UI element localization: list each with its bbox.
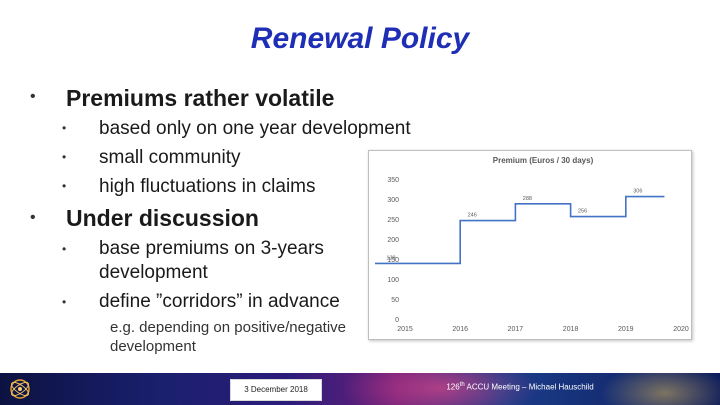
premium-step-line [375, 195, 665, 265]
x-tick-label: 2015 [397, 326, 413, 333]
data-label: 246 [468, 213, 477, 219]
x-tick-label: 2020 [673, 326, 689, 333]
data-label: 256 [578, 209, 587, 215]
accu-logo-icon [10, 379, 30, 399]
y-tick-label: 300 [387, 197, 399, 204]
sub-bullet-high-fluctuations: high fluctuations in claims [99, 176, 316, 197]
x-tick-label: 2019 [618, 326, 634, 333]
bullet-marker: • [62, 179, 67, 193]
y-tick-label: 350 [387, 177, 399, 184]
y-tick-label: 0 [395, 317, 399, 324]
meeting-title: ACCU Meeting – Michael Hauschild [464, 382, 594, 392]
premium-chart-svg: Premium (Euros / 30 days) 0 50 100 150 200 250… [375, 156, 689, 333]
data-label: 306 [633, 189, 642, 195]
data-label: 288 [523, 196, 532, 202]
premium-chart: Premium (Euros / 30 days) 0 50 100 150 200 250… [368, 150, 692, 340]
bullet-marker: • [62, 150, 67, 164]
data-label: 139 [386, 255, 395, 261]
y-tick-label: 200 [387, 237, 399, 244]
y-tick-label: 100 [387, 277, 399, 284]
chart-title: Premium (Euros / 30 days) [493, 156, 594, 165]
bullet-marker: • [62, 242, 67, 256]
y-tick-label: 250 [387, 217, 399, 224]
y-tick-label: 150 [387, 257, 399, 264]
sub-bullet-three-years: base premiums on 3-years development [99, 238, 324, 283]
bullet-marker: • [62, 121, 67, 135]
footer-date: 3 December 2018 [230, 379, 322, 401]
meeting-number: 126 [446, 382, 460, 392]
sub-bullet-corridors: define ”corridors” in advance [99, 291, 340, 312]
footer-bar: 3 December 2018 126th ACCU Meeting – Mic… [0, 373, 720, 405]
x-tick-label: 2017 [508, 326, 524, 333]
x-tick-label: 2018 [563, 326, 579, 333]
note-text: e.g. depending on positive/negative deve… [110, 319, 347, 355]
bullet-marker: • [30, 88, 36, 105]
x-tick-label: 2016 [452, 326, 468, 333]
bullet-marker: • [62, 295, 67, 309]
meeting-ordinal: th [459, 382, 465, 388]
bullet-premiums: Premiums rather volatile [66, 85, 335, 111]
sub-bullet-small-community: small community [99, 147, 241, 168]
footer-meeting: 126th ACCU Meeting – Michael Hauschild [420, 382, 620, 392]
slide-title: Renewal Policy [250, 22, 470, 55]
y-tick-label: 50 [391, 297, 399, 304]
bullet-marker: • [30, 209, 36, 226]
sub-bullet-one-year: based only on one year development [99, 118, 411, 139]
bullet-under-discussion: Under discussion [66, 205, 259, 231]
